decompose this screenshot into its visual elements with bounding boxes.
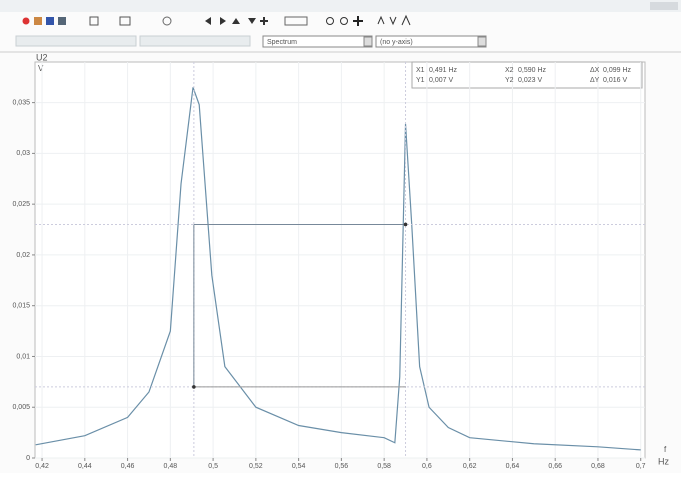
- y-axis-unit: V: [38, 64, 44, 73]
- y-tick-label: 0,005: [12, 404, 30, 411]
- open-button[interactable]: [34, 17, 42, 25]
- readout-name: X1: [416, 67, 425, 74]
- y-axis-label: U2: [36, 52, 48, 62]
- readout-value: 0,016 V: [603, 77, 627, 84]
- dropdown-text: Spectrum: [267, 39, 297, 46]
- cursor-button[interactable]: [353, 16, 363, 26]
- x-tick-label: 0,64: [506, 463, 520, 470]
- x-tick-label: 0,66: [548, 463, 562, 470]
- y-tick-label: 0,035: [12, 99, 30, 106]
- plot-area: [34, 61, 646, 459]
- y-tick-label: 0: [26, 455, 30, 462]
- dropdown-text: (no y-axis): [380, 39, 413, 46]
- readout-value: 0,491 Hz: [429, 67, 458, 74]
- dropdown-arrow[interactable]: [477, 36, 487, 47]
- tool-buttons[interactable]: [15, 35, 137, 47]
- tool-button[interactable]: [377, 14, 411, 26]
- y-tick-label: 0,03: [16, 150, 30, 157]
- readout-name: Y1: [416, 77, 425, 84]
- readout-value: 0,590 Hz: [518, 67, 547, 74]
- x-axis-unit: Hz: [658, 456, 669, 466]
- readout-value: 0,007 V: [429, 77, 453, 84]
- spectrum-line: [35, 87, 641, 451]
- tool-button[interactable]: [162, 16, 172, 26]
- x-tick-label: 0,68: [591, 463, 605, 470]
- tool-button[interactable]: [119, 16, 131, 26]
- y-tick-label: 0,025: [12, 201, 30, 208]
- cursor-readout: [411, 61, 643, 89]
- readout-name: ΔX: [590, 67, 600, 74]
- x-tick-label: 0,62: [463, 463, 477, 470]
- readout-value: 0,099 Hz: [603, 67, 632, 74]
- readout-name: Y2: [505, 77, 514, 84]
- window-buttons[interactable]: [650, 2, 678, 10]
- move-button[interactable]: [260, 17, 268, 25]
- y-tick-label: 0,01: [16, 353, 30, 360]
- x-tick-label: 0,5: [208, 463, 218, 470]
- tool-button[interactable]: [284, 16, 308, 26]
- readout-value: 0,023 V: [518, 77, 542, 84]
- toolbar-1: [22, 14, 411, 26]
- y-tick-label: 0,02: [16, 252, 30, 259]
- cursor-point: [403, 222, 408, 227]
- x-tick-label: 0,58: [377, 463, 391, 470]
- tool-buttons[interactable]: [139, 35, 251, 47]
- x-tick-label: 0,54: [292, 463, 306, 470]
- y-tick-label: 0,015: [12, 303, 30, 310]
- x-axis-label: f: [664, 445, 667, 454]
- print-button[interactable]: [58, 17, 66, 25]
- x-tick-label: 0,42: [35, 463, 49, 470]
- dropdown-arrow[interactable]: [363, 36, 373, 47]
- x-tick-label: 0,52: [249, 463, 263, 470]
- zoom-button[interactable]: [326, 17, 334, 25]
- x-tick-label: 0,48: [164, 463, 178, 470]
- cursor-point: [192, 385, 196, 389]
- x-tick-label: 0,44: [78, 463, 92, 470]
- arrow-buttons[interactable]: [205, 17, 256, 25]
- x-tick-label: 0,7: [636, 463, 646, 470]
- record-button[interactable]: [22, 17, 30, 25]
- title-bar: [0, 0, 681, 12]
- x-tick-label: 0,56: [335, 463, 349, 470]
- tool-button[interactable]: [89, 16, 99, 26]
- x-tick-label: 0,6: [422, 463, 432, 470]
- toolbar-2: Spectrum (no y-axis): [15, 35, 487, 48]
- zoom-button[interactable]: [340, 17, 348, 25]
- x-tick-label: 0,46: [121, 463, 135, 470]
- readout-name: X2: [505, 67, 514, 74]
- readout-name: ΔY: [590, 77, 600, 84]
- save-button[interactable]: [46, 17, 54, 25]
